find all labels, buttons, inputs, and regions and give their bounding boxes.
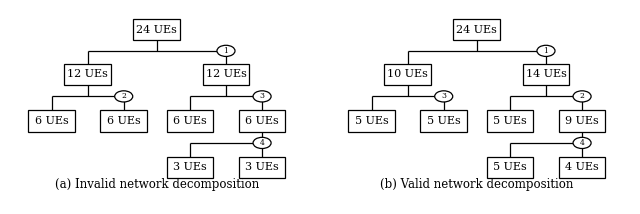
Text: 12 UEs: 12 UEs bbox=[67, 69, 108, 79]
Text: 5 UEs: 5 UEs bbox=[493, 162, 527, 172]
FancyBboxPatch shape bbox=[239, 157, 285, 178]
FancyBboxPatch shape bbox=[166, 110, 213, 132]
FancyBboxPatch shape bbox=[28, 110, 75, 132]
Text: 5 UEs: 5 UEs bbox=[427, 116, 461, 126]
FancyBboxPatch shape bbox=[134, 19, 180, 40]
Text: 10 UEs: 10 UEs bbox=[387, 69, 428, 79]
Circle shape bbox=[537, 45, 555, 56]
Text: 24 UEs: 24 UEs bbox=[136, 25, 177, 35]
Text: 4 UEs: 4 UEs bbox=[565, 162, 599, 172]
Text: 9 UEs: 9 UEs bbox=[565, 116, 599, 126]
Circle shape bbox=[573, 137, 591, 149]
Text: 1: 1 bbox=[223, 47, 228, 55]
Circle shape bbox=[253, 137, 271, 149]
FancyBboxPatch shape bbox=[559, 157, 605, 178]
Text: 3 UEs: 3 UEs bbox=[245, 162, 279, 172]
Text: (a) Invalid network decomposition: (a) Invalid network decomposition bbox=[54, 178, 259, 191]
Text: 14 UEs: 14 UEs bbox=[525, 69, 566, 79]
Text: (b) Valid network decomposition: (b) Valid network decomposition bbox=[380, 178, 573, 191]
FancyBboxPatch shape bbox=[420, 110, 467, 132]
FancyBboxPatch shape bbox=[203, 64, 250, 85]
FancyBboxPatch shape bbox=[239, 110, 285, 132]
FancyBboxPatch shape bbox=[486, 110, 533, 132]
Text: 4: 4 bbox=[260, 139, 264, 147]
Text: 5 UEs: 5 UEs bbox=[355, 116, 388, 126]
Text: 6 UEs: 6 UEs bbox=[173, 116, 207, 126]
FancyBboxPatch shape bbox=[100, 110, 147, 132]
Text: 3: 3 bbox=[441, 92, 446, 100]
Text: 4: 4 bbox=[580, 139, 584, 147]
FancyBboxPatch shape bbox=[64, 64, 111, 85]
Circle shape bbox=[573, 91, 591, 102]
Text: 2: 2 bbox=[580, 92, 584, 100]
FancyBboxPatch shape bbox=[523, 64, 570, 85]
FancyBboxPatch shape bbox=[559, 110, 605, 132]
Text: 3 UEs: 3 UEs bbox=[173, 162, 207, 172]
FancyBboxPatch shape bbox=[166, 157, 213, 178]
Text: 1: 1 bbox=[543, 47, 548, 55]
Text: 2: 2 bbox=[121, 92, 126, 100]
Text: 6 UEs: 6 UEs bbox=[245, 116, 279, 126]
Text: 24 UEs: 24 UEs bbox=[456, 25, 497, 35]
Text: 6 UEs: 6 UEs bbox=[35, 116, 68, 126]
Text: 5 UEs: 5 UEs bbox=[493, 116, 527, 126]
Circle shape bbox=[435, 91, 452, 102]
Circle shape bbox=[253, 91, 271, 102]
Text: 3: 3 bbox=[260, 92, 264, 100]
Circle shape bbox=[115, 91, 132, 102]
FancyBboxPatch shape bbox=[454, 19, 500, 40]
FancyBboxPatch shape bbox=[486, 157, 533, 178]
FancyBboxPatch shape bbox=[348, 110, 395, 132]
FancyBboxPatch shape bbox=[384, 64, 431, 85]
Circle shape bbox=[217, 45, 235, 56]
Text: 6 UEs: 6 UEs bbox=[107, 116, 141, 126]
Text: 12 UEs: 12 UEs bbox=[205, 69, 246, 79]
